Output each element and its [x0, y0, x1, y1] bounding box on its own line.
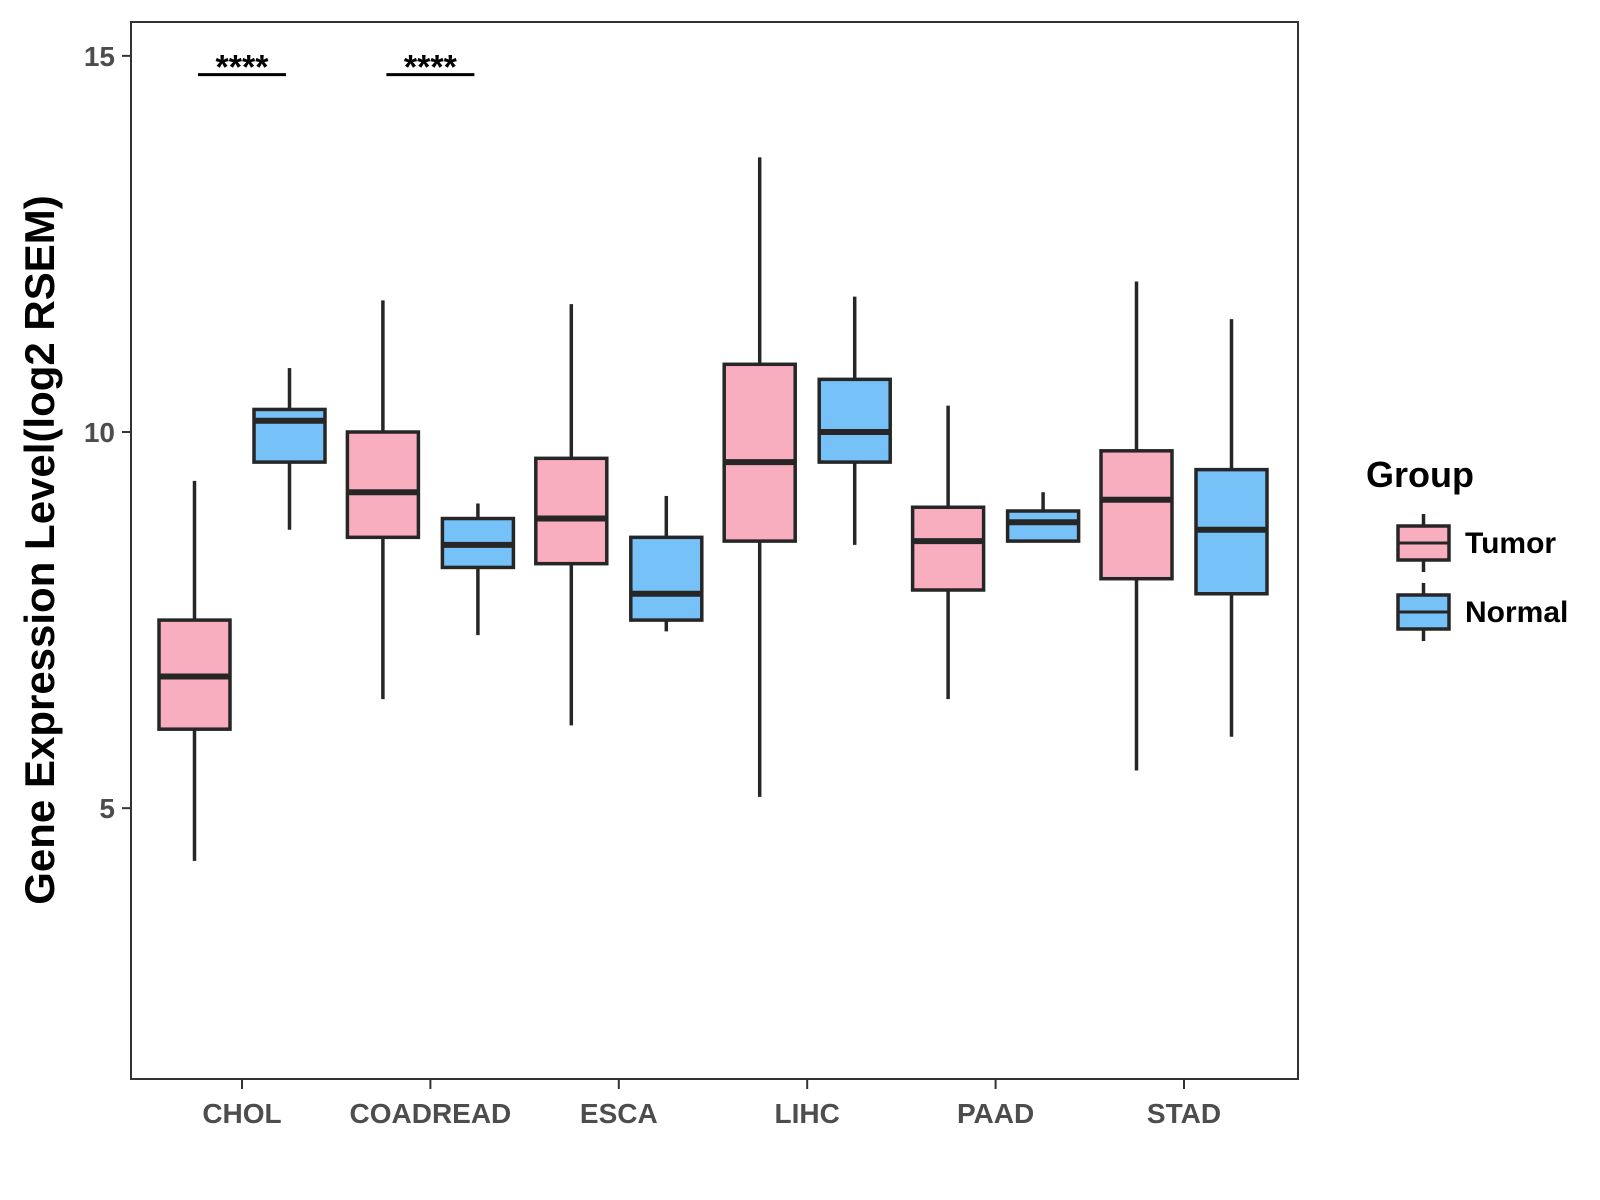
box-body [534, 456, 609, 566]
y-tick-label: 5 [99, 793, 115, 824]
legend-label: Normal [1465, 596, 1568, 629]
legend: Group Tumor Normal [1366, 454, 1568, 641]
legend-entry-normal: Normal [1396, 583, 1568, 641]
x-tick-label: COADREAD [350, 1098, 512, 1129]
box-normal-stad [1194, 319, 1269, 737]
x-tick-label: STAD [1147, 1098, 1221, 1129]
box-body [252, 407, 327, 464]
significance-label: **** [216, 49, 270, 87]
significance-annotations: **** **** [198, 49, 475, 87]
box-normal-chol [252, 368, 327, 530]
box-body [345, 430, 421, 540]
box-body [817, 377, 892, 464]
y-axis: 5 10 15 [84, 41, 131, 824]
box-normal-coadread [440, 503, 516, 636]
y-tick-label: 10 [84, 417, 115, 448]
box-body [1099, 449, 1174, 581]
significance-label: **** [404, 49, 458, 87]
x-tick-label: CHOL [202, 1098, 281, 1129]
box-body [910, 505, 986, 592]
box-body [722, 362, 797, 543]
x-tick-label: ESCA [580, 1098, 658, 1129]
box-normal-esca [629, 495, 704, 632]
legend-title: Group [1366, 454, 1474, 495]
y-axis-label: Gene Expression Level(log2 RSEM) [16, 195, 63, 905]
box-series [157, 157, 1269, 861]
box-tumor-stad [1099, 281, 1174, 771]
legend-label: Tumor [1465, 527, 1556, 560]
box-body [1005, 509, 1081, 543]
x-tick-label: PAAD [957, 1098, 1034, 1129]
box-tumor-esca [534, 304, 609, 726]
y-tick-label: 15 [84, 41, 115, 72]
x-axis: CHOL COADREAD ESCA LIHC PAAD STAD [202, 1079, 1221, 1129]
box-tumor-coadread [345, 300, 421, 700]
box-normal-lihc [817, 296, 892, 545]
box-normal-paad [1005, 492, 1081, 543]
box-tumor-chol [157, 480, 232, 861]
legend-entry-tumor: Tumor [1396, 514, 1556, 572]
box-tumor-lihc [722, 157, 797, 797]
x-tick-label: LIHC [775, 1098, 840, 1129]
box-tumor-paad [910, 405, 986, 700]
box-body [629, 535, 704, 622]
